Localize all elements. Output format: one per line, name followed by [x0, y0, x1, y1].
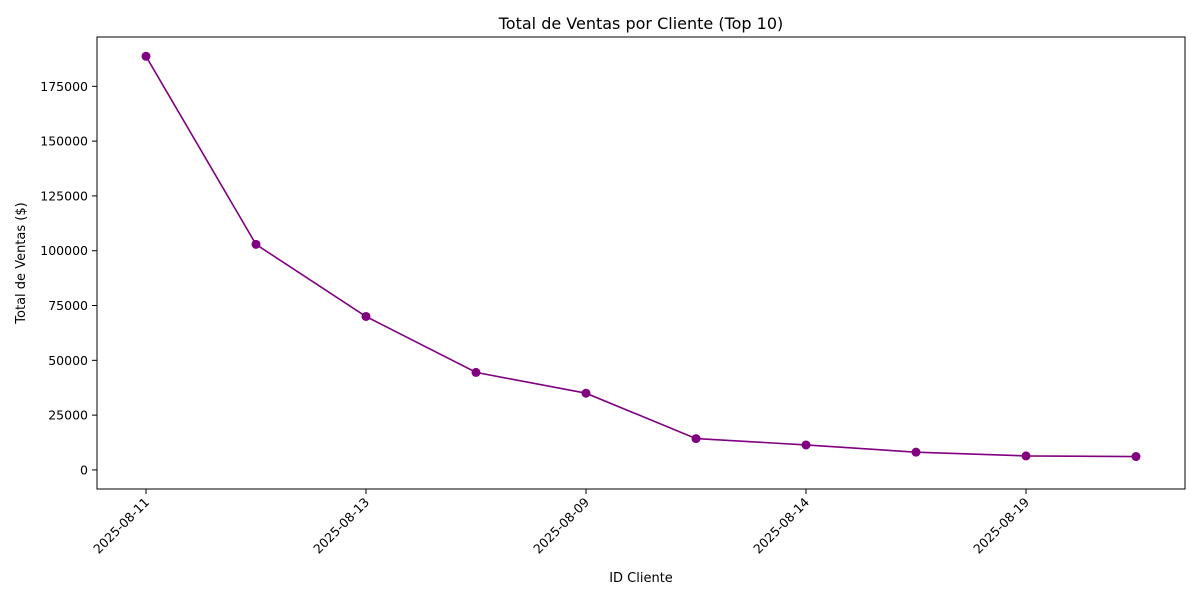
y-tick-label: 75000 — [48, 298, 88, 313]
x-tick-label: 2025-08-09 — [530, 494, 592, 556]
x-axis: 2025-08-11 2025-08-13 2025-08-09 2025-08-14… — [90, 489, 1032, 556]
y-tick-label: 175000 — [40, 79, 88, 94]
data-point — [691, 434, 701, 444]
data-point — [361, 311, 371, 321]
y-tick-label: 0 — [80, 462, 88, 477]
y-tick-label: 150000 — [40, 134, 88, 149]
x-tick-label: 2025-08-11 — [90, 495, 152, 557]
data-point — [141, 51, 151, 61]
data-point — [251, 239, 261, 249]
data-point — [1131, 452, 1141, 462]
x-tick-label: 2025-08-14 — [750, 494, 812, 556]
series-layer — [141, 51, 1141, 462]
x-tick-label: 2025-08-13 — [310, 495, 372, 557]
x-tick-label: 2025-08-19 — [970, 494, 1032, 556]
data-point — [1021, 451, 1031, 461]
y-tick-label: 125000 — [40, 188, 88, 203]
data-point — [801, 440, 811, 450]
data-point — [911, 447, 921, 457]
x-axis-label: ID Cliente — [609, 571, 673, 586]
y-axis: 0 25000 50000 75000 100000 125000 150000 175000 — [40, 79, 97, 477]
y-tick-label: 50000 — [48, 353, 88, 368]
chart-title: Total de Ventas por Cliente (Top 10) — [498, 14, 784, 33]
y-axis-label: Total de Ventas ($) — [14, 202, 29, 324]
y-tick-label: 25000 — [48, 408, 88, 423]
series-line — [145, 55, 1137, 458]
y-tick-label: 100000 — [40, 243, 88, 258]
data-point — [471, 367, 481, 377]
plot-area — [96, 36, 1186, 490]
data-point — [581, 388, 591, 398]
